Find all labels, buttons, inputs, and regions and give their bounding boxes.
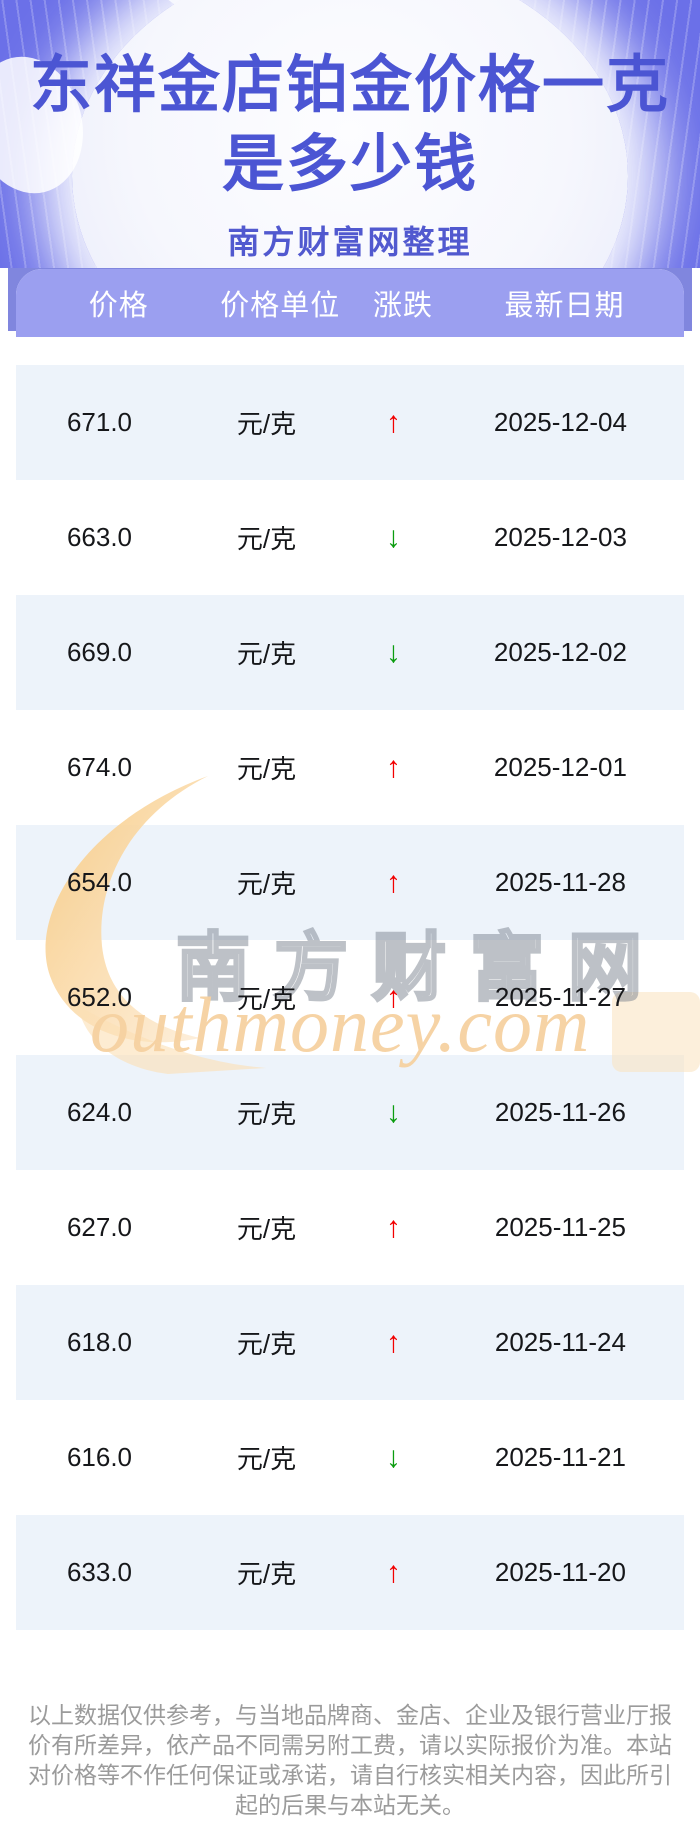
up-arrow-icon: ↑ (385, 750, 401, 784)
table-row: 618.0 元/克 ↑ 2025-11-24 (16, 1285, 684, 1400)
unit-cell: 元/克 (236, 1099, 297, 1129)
unit-cell: 元/克 (236, 639, 297, 669)
price-cell: 633.0 (66, 1557, 133, 1587)
unit-cell: 元/克 (236, 1329, 297, 1359)
date-cell: 2025-12-02 (493, 637, 627, 667)
table-row: 627.0 元/克 ↑ 2025-11-25 (16, 1170, 684, 1285)
down-arrow-icon: ↓ (385, 635, 401, 669)
price-cell: 674.0 (66, 752, 133, 782)
price-cell: 654.0 (66, 867, 133, 897)
up-arrow-icon: ↑ (385, 865, 401, 899)
price-cell: 652.0 (66, 982, 133, 1012)
date-cell: 2025-12-04 (493, 407, 627, 437)
hero-banner: 东祥金店铂金价格一克 是多少钱 南方财富网整理 (0, 0, 700, 268)
date-cell: 2025-11-26 (494, 1097, 626, 1127)
price-cell: 663.0 (66, 522, 133, 552)
table-body: 671.0 元/克 ↑ 2025-12-04 663.0 元/克 ↓ 2025-… (16, 365, 684, 1630)
up-arrow-icon: ↑ (385, 980, 401, 1014)
table-row: 671.0 元/克 ↑ 2025-12-04 (16, 365, 684, 480)
date-cell: 2025-11-21 (494, 1442, 626, 1472)
unit-cell: 元/克 (236, 869, 297, 899)
table-row: 652.0 元/克 ↑ 2025-11-27 (16, 940, 684, 1055)
date-cell: 2025-12-03 (493, 522, 627, 552)
price-cell: 624.0 (66, 1097, 133, 1127)
table-row: 654.0 元/克 ↑ 2025-11-28 (16, 825, 684, 940)
disclaimer-text: 以上数据仅供参考，与当地品牌商、金店、企业及银行营业厅报价有所差异，依产品不同需… (28, 1702, 672, 1818)
unit-cell: 元/克 (236, 1444, 297, 1474)
down-arrow-icon: ↓ (385, 1095, 401, 1129)
unit-cell: 元/克 (236, 409, 297, 439)
table-row: 616.0 元/克 ↓ 2025-11-21 (16, 1400, 684, 1515)
hero-background (0, 0, 700, 268)
unit-cell: 元/克 (236, 1214, 297, 1244)
price-table-section: 价格 价格单位 涨跌 最新日期 671.0 元/克 ↑ 2025-12-04 6… (0, 243, 700, 1630)
down-arrow-icon: ↓ (385, 520, 401, 554)
up-arrow-icon: ↑ (385, 405, 401, 439)
unit-cell: 元/克 (236, 524, 297, 554)
table-row: 663.0 元/克 ↓ 2025-12-03 (16, 480, 684, 595)
table-row: 624.0 元/克 ↓ 2025-11-26 (16, 1055, 684, 1170)
unit-cell: 元/克 (236, 754, 297, 784)
table-header-row: 价格 价格单位 涨跌 最新日期 (16, 269, 684, 337)
header-price: 价格 (88, 290, 149, 322)
up-arrow-icon: ↑ (385, 1325, 401, 1359)
date-cell: 2025-12-01 (493, 752, 627, 782)
header-change: 涨跌 (372, 290, 433, 322)
price-cell: 669.0 (66, 637, 133, 667)
unit-cell: 元/克 (236, 1559, 297, 1589)
header-date: 最新日期 (504, 290, 625, 322)
price-cell: 616.0 (66, 1442, 133, 1472)
date-cell: 2025-11-28 (494, 867, 626, 897)
page-title-line2: 是多少钱 (221, 130, 478, 199)
page-subtitle: 南方财富网整理 (227, 224, 473, 260)
up-arrow-icon: ↑ (385, 1210, 401, 1244)
page-title: 东祥金店铂金价格一克 是多少钱 (0, 0, 700, 204)
page-title-line1: 东祥金店铂金价格一克 (29, 51, 670, 120)
date-cell: 2025-11-27 (494, 982, 626, 1012)
price-cell: 671.0 (66, 407, 133, 437)
price-cell: 618.0 (66, 1327, 133, 1357)
table-row: 633.0 元/克 ↑ 2025-11-20 (16, 1515, 684, 1630)
header-unit: 价格单位 (220, 290, 341, 322)
date-cell: 2025-11-24 (494, 1327, 626, 1357)
date-cell: 2025-11-20 (494, 1557, 626, 1587)
down-arrow-icon: ↓ (385, 1440, 401, 1474)
price-cell: 627.0 (66, 1212, 133, 1242)
price-table-card: 价格 价格单位 涨跌 最新日期 671.0 元/克 ↑ 2025-12-04 6… (16, 269, 684, 1630)
hero-center-glow (72, 0, 628, 268)
table-row: 674.0 元/克 ↑ 2025-12-01 (16, 710, 684, 825)
table-row: 669.0 元/克 ↓ 2025-12-02 (16, 595, 684, 710)
up-arrow-icon: ↑ (385, 1555, 401, 1589)
date-cell: 2025-11-25 (494, 1212, 626, 1242)
table-header-gap (16, 337, 684, 365)
unit-cell: 元/克 (236, 984, 297, 1014)
